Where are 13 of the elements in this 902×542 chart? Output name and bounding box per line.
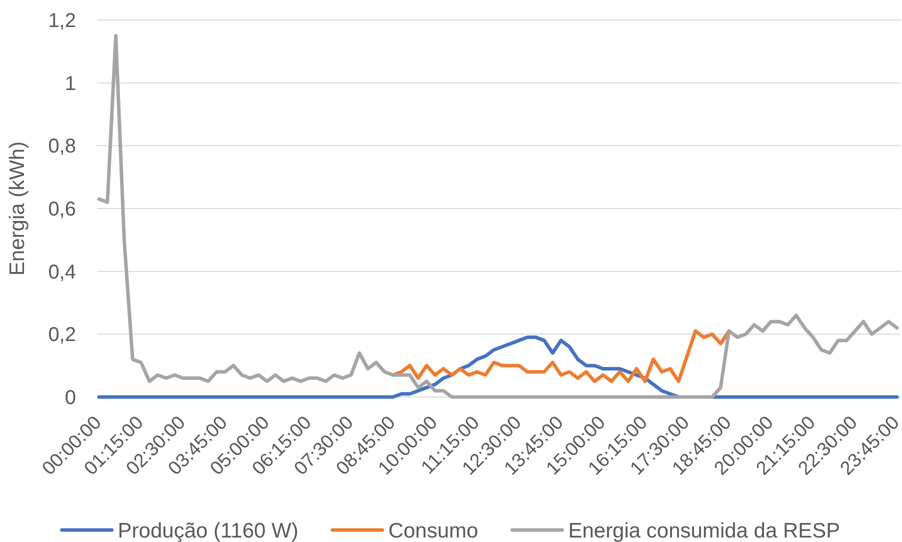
y-axis-title: Energia (kWh) xyxy=(6,141,29,276)
y-tick-label: 1,2 xyxy=(48,10,76,32)
line-series xyxy=(391,329,731,384)
y-tick-label: 0,4 xyxy=(48,261,76,284)
y-tick-label: 0 xyxy=(64,387,76,409)
line-series xyxy=(97,34,899,399)
y-tick-label: 0,6 xyxy=(48,198,76,220)
y-tick-label: 1 xyxy=(64,72,76,95)
y-tick-label: 0,2 xyxy=(48,324,76,346)
legend-label: Consumo xyxy=(388,519,478,542)
y-tick-label: 0,8 xyxy=(48,136,76,158)
legend-label: Produção (1160 W) xyxy=(118,519,298,542)
legend-label: Energia consumida da RESP xyxy=(568,519,840,542)
